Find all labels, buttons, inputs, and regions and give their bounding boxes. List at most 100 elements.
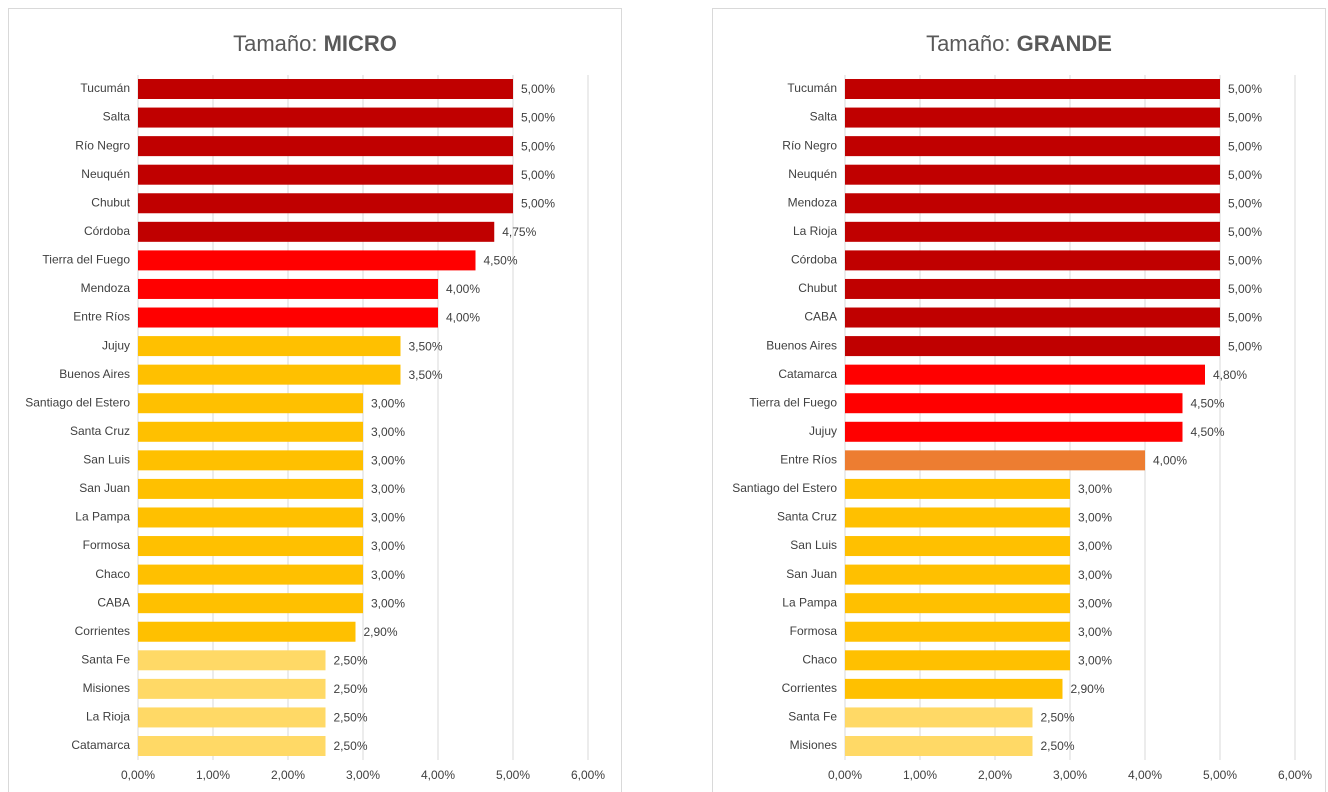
value-label: 4,50%	[484, 254, 518, 268]
bar	[138, 364, 401, 385]
value-label: 3,00%	[1078, 539, 1112, 553]
category-label: Neuquén	[788, 167, 837, 181]
bar	[138, 79, 513, 99]
category-label: Río Negro	[782, 138, 837, 152]
value-label: 3,00%	[371, 482, 405, 496]
bar	[845, 364, 1205, 385]
bar	[845, 307, 1220, 328]
value-label: 3,00%	[1078, 568, 1112, 582]
x-tick-label: 2,00%	[978, 768, 1012, 782]
value-label: 3,00%	[371, 454, 405, 468]
category-label: Chubut	[798, 281, 837, 295]
bar	[845, 250, 1220, 271]
x-tick-label: 1,00%	[196, 768, 230, 782]
bar	[845, 707, 1033, 728]
category-label: Santiago del Estero	[732, 481, 837, 495]
category-label: Misiones	[83, 681, 130, 695]
bar	[845, 536, 1070, 557]
bar	[138, 107, 513, 128]
value-label: 2,50%	[334, 653, 368, 667]
category-label: Chaco	[95, 567, 130, 581]
category-label: Tucumán	[80, 81, 130, 95]
category-label: Córdoba	[791, 253, 837, 267]
bar	[138, 650, 326, 671]
bar	[138, 621, 356, 642]
category-label: Santiago del Estero	[25, 395, 130, 409]
category-label: Mendoza	[788, 195, 838, 209]
category-label: Tierra del Fuego	[42, 253, 130, 267]
bar	[138, 250, 476, 271]
value-label: 5,00%	[521, 168, 555, 182]
x-tick-label: 3,00%	[346, 768, 380, 782]
value-label: 3,00%	[371, 596, 405, 610]
value-label: 5,00%	[521, 139, 555, 153]
value-label: 5,00%	[1228, 196, 1262, 210]
category-label: Río Negro	[75, 138, 130, 152]
category-label: Salta	[810, 110, 838, 124]
bar	[845, 593, 1070, 614]
value-label: 5,00%	[1228, 339, 1262, 353]
bar	[845, 621, 1070, 642]
value-label: 4,00%	[1153, 454, 1187, 468]
category-label: Formosa	[83, 538, 131, 552]
category-label: Entre Ríos	[73, 310, 130, 324]
category-label: San Luis	[790, 538, 837, 552]
value-label: 2,50%	[1041, 711, 1075, 725]
chart-title: Tamaño: MICRO	[233, 31, 397, 56]
category-label: Catamarca	[71, 738, 130, 752]
bar	[845, 478, 1070, 499]
bar	[138, 307, 438, 328]
chart-title: Tamaño: GRANDE	[926, 31, 1112, 56]
value-label: 4,75%	[502, 225, 536, 239]
bar	[138, 450, 363, 471]
category-label: Buenos Aires	[59, 367, 130, 381]
bar	[845, 221, 1220, 242]
bar	[845, 421, 1183, 442]
value-label: 2,90%	[364, 625, 398, 639]
category-label: Jujuy	[102, 338, 130, 352]
x-tick-label: 3,00%	[1053, 768, 1087, 782]
bar	[138, 564, 363, 585]
bar	[845, 507, 1070, 528]
category-label: Neuquén	[81, 167, 130, 181]
bar	[138, 593, 363, 614]
x-tick-label: 5,00%	[1203, 768, 1237, 782]
value-label: 3,00%	[1078, 511, 1112, 525]
category-label: Catamarca	[778, 367, 837, 381]
bar	[138, 336, 401, 357]
bar	[138, 164, 513, 185]
bar	[138, 507, 363, 528]
title-emphasis: MICRO	[324, 31, 397, 56]
category-label: Mendoza	[81, 281, 131, 295]
x-tick-label: 4,00%	[1128, 768, 1162, 782]
value-label: 2,50%	[334, 711, 368, 725]
value-label: 3,50%	[409, 368, 443, 382]
bar	[845, 164, 1220, 185]
category-label: Tucumán	[787, 81, 837, 95]
category-label: Corrientes	[75, 624, 130, 638]
value-label: 5,00%	[521, 196, 555, 210]
value-label: 2,50%	[1041, 739, 1075, 753]
bar	[845, 678, 1063, 699]
bar	[138, 707, 326, 728]
category-label: Corrientes	[782, 681, 837, 695]
bar	[138, 736, 326, 756]
x-tick-label: 2,00%	[271, 768, 305, 782]
x-tick-label: 6,00%	[1278, 768, 1312, 782]
value-label: 4,00%	[446, 311, 480, 325]
bar	[845, 564, 1070, 585]
bar	[138, 421, 363, 442]
category-label: Chaco	[802, 652, 837, 666]
category-label: San Juan	[79, 481, 130, 495]
category-label: Santa Cruz	[777, 510, 837, 524]
value-label: 3,00%	[371, 539, 405, 553]
title-text: Tamaño:	[233, 31, 317, 56]
value-label: 5,00%	[1228, 111, 1262, 125]
value-label: 2,50%	[334, 682, 368, 696]
bar	[845, 107, 1220, 128]
category-label: La Pampa	[782, 595, 837, 609]
value-label: 4,50%	[1191, 425, 1225, 439]
category-label: La Rioja	[793, 224, 837, 238]
x-tick-label: 0,00%	[828, 768, 862, 782]
